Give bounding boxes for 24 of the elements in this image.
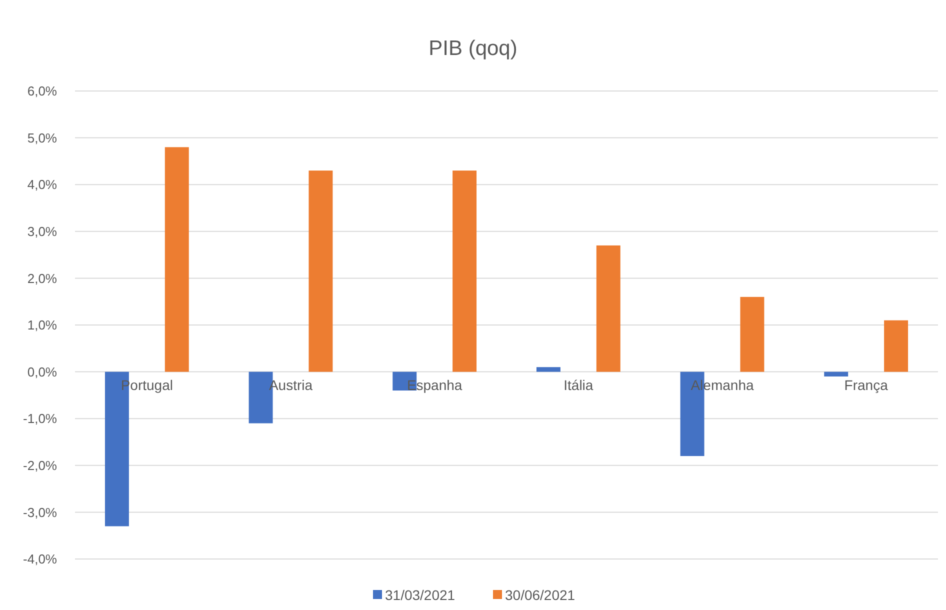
y-tick-label: 6,0% — [27, 84, 58, 99]
bar — [596, 245, 620, 372]
y-tick-label: -3,0% — [23, 504, 58, 520]
x-tick-label: França — [844, 376, 888, 393]
y-tick-label: -2,0% — [23, 458, 58, 473]
y-tick-label: 1,0% — [27, 318, 58, 333]
y-tick-label: 0,0% — [27, 364, 58, 380]
legend-label: 31/03/2021 — [385, 587, 456, 603]
legend-label: 30/06/2021 — [505, 587, 576, 603]
y-tick-label: -4,0% — [23, 552, 58, 567]
y-tick-label: 2,0% — [27, 270, 58, 286]
bar — [452, 170, 477, 372]
x-tick-label: Itália — [564, 376, 594, 393]
bar — [164, 147, 189, 372]
chart-title: PIB (qoq) — [428, 37, 518, 60]
y-tick-label: 5,0% — [27, 130, 58, 146]
bar — [536, 367, 560, 372]
bar — [740, 296, 764, 372]
y-tick-label: 4,0% — [27, 177, 58, 192]
y-tick-label: -1,0% — [23, 411, 58, 426]
bar — [824, 372, 848, 376]
bar — [308, 170, 333, 372]
y-tick-label: 3,0% — [27, 224, 58, 239]
bar — [884, 320, 908, 372]
